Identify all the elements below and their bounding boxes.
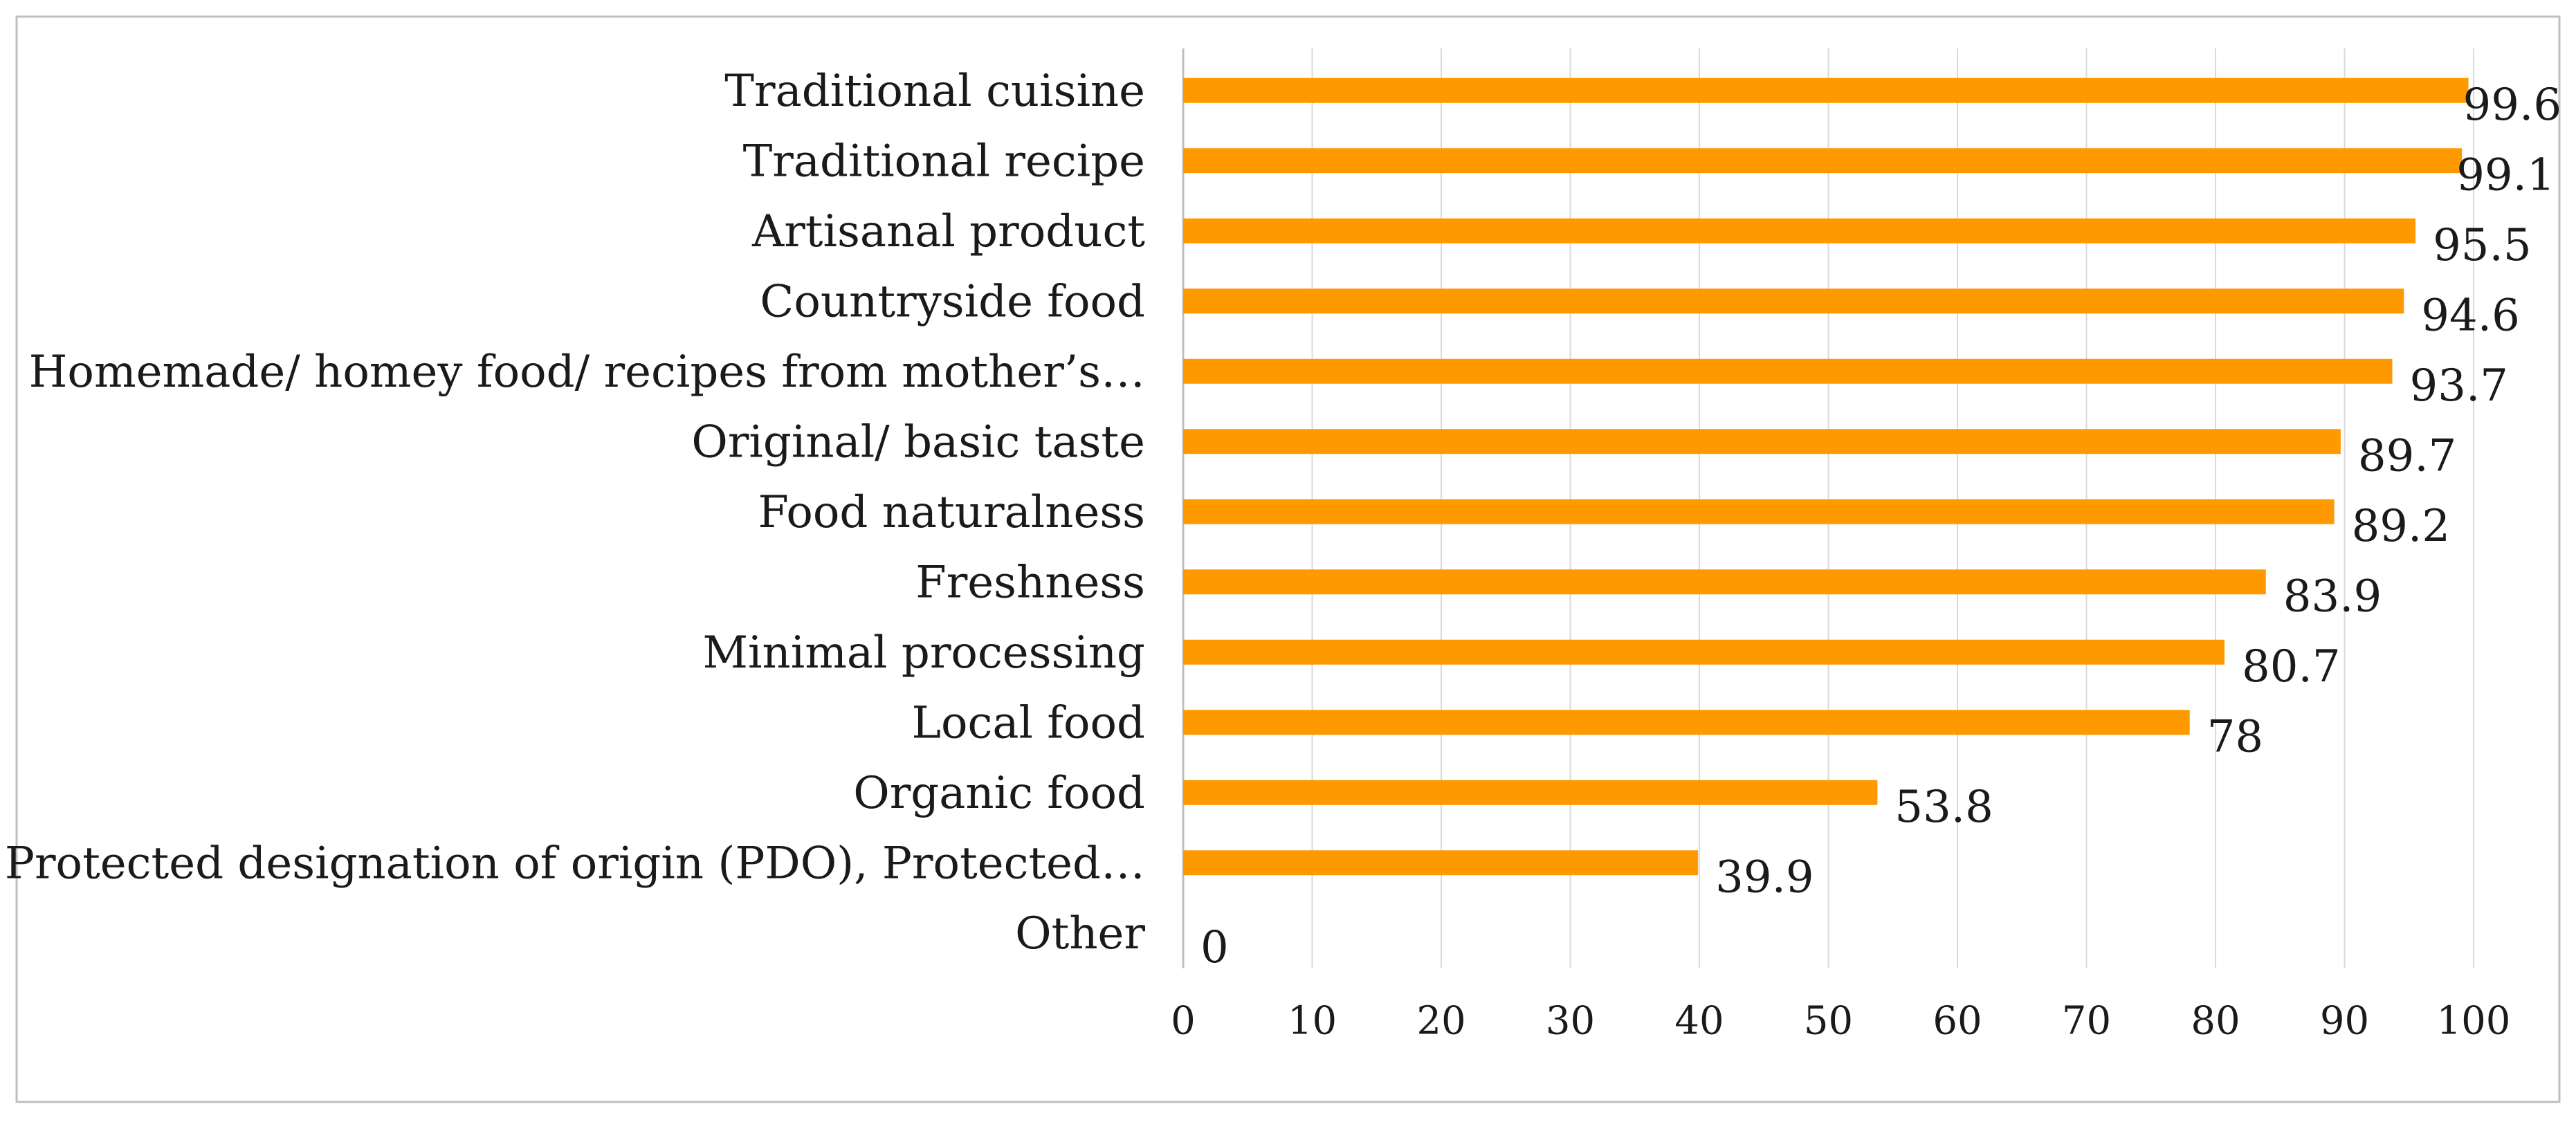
x-tick-label: 0 bbox=[1171, 999, 1196, 1044]
value-label: 94.6 bbox=[2421, 290, 2520, 341]
value-label: 93.7 bbox=[2410, 360, 2509, 412]
x-tick-label: 100 bbox=[2437, 999, 2511, 1044]
value-label: 99.6 bbox=[2463, 80, 2562, 131]
bar bbox=[1183, 850, 1699, 876]
category-label: Organic food bbox=[853, 768, 1145, 819]
bar bbox=[1183, 148, 2463, 174]
bar bbox=[1183, 288, 2404, 314]
category-label: Local food bbox=[911, 697, 1145, 748]
bar bbox=[1183, 429, 2341, 454]
value-label: 83.9 bbox=[2283, 571, 2382, 622]
value-label: 78 bbox=[2207, 711, 2263, 762]
x-tick-label: 50 bbox=[1804, 999, 1853, 1044]
category-labels: Traditional cuisine Traditional recipe Art… bbox=[5, 66, 1146, 959]
category-label: Food naturalness bbox=[758, 487, 1145, 538]
chart-frame bbox=[15, 15, 2561, 1103]
value-label: 80.7 bbox=[2242, 641, 2341, 692]
category-label: Freshness bbox=[915, 557, 1145, 608]
x-tick-label: 30 bbox=[1546, 999, 1595, 1044]
x-tick-label: 90 bbox=[2320, 999, 2369, 1044]
category-label: Protected designation of origin (PDO), P… bbox=[5, 838, 1145, 889]
bar bbox=[1183, 710, 2190, 735]
x-tick-label: 20 bbox=[1416, 999, 1465, 1044]
bar bbox=[1183, 218, 2416, 243]
bar bbox=[1183, 358, 2393, 384]
bars bbox=[1183, 77, 2469, 876]
value-label: 89.2 bbox=[2352, 501, 2451, 552]
value-labels: 99.6 99.1 95.5 94.6 93.7 89.7 89.2 83.9 80.7 78 53… bbox=[1200, 80, 2561, 973]
category-label: Countryside food bbox=[760, 276, 1145, 327]
bar bbox=[1183, 569, 2266, 595]
value-label: 95.5 bbox=[2433, 220, 2532, 271]
value-label: 39.9 bbox=[1715, 852, 1814, 903]
value-label: 89.7 bbox=[2358, 430, 2457, 481]
category-label: Traditional recipe bbox=[743, 136, 1145, 187]
category-label: Minimal processing bbox=[703, 627, 1146, 679]
category-label: Homemade/ homey food/ recipes from mothe… bbox=[29, 347, 1145, 398]
bar bbox=[1183, 77, 2469, 103]
value-label: 0 bbox=[1200, 922, 1229, 973]
category-label: Other bbox=[1015, 908, 1145, 959]
x-tick-label: 80 bbox=[2191, 999, 2240, 1044]
x-tick-label: 70 bbox=[2062, 999, 2111, 1044]
x-tick-label: 40 bbox=[1674, 999, 1724, 1044]
bar bbox=[1183, 499, 2335, 524]
value-label: 53.8 bbox=[1894, 782, 1993, 833]
bar bbox=[1183, 780, 1878, 805]
value-label: 99.1 bbox=[2456, 149, 2555, 201]
x-axis-ticks: 0 10 20 30 40 50 60 70 80 90 100 bbox=[1171, 999, 2510, 1044]
x-tick-label: 60 bbox=[1933, 999, 1982, 1044]
category-label: Traditional cuisine bbox=[724, 66, 1145, 117]
category-label: Artisanal product bbox=[751, 206, 1145, 257]
category-label: Original/ basic taste bbox=[691, 416, 1145, 468]
bar bbox=[1183, 639, 2225, 665]
x-tick-label: 10 bbox=[1288, 999, 1337, 1044]
